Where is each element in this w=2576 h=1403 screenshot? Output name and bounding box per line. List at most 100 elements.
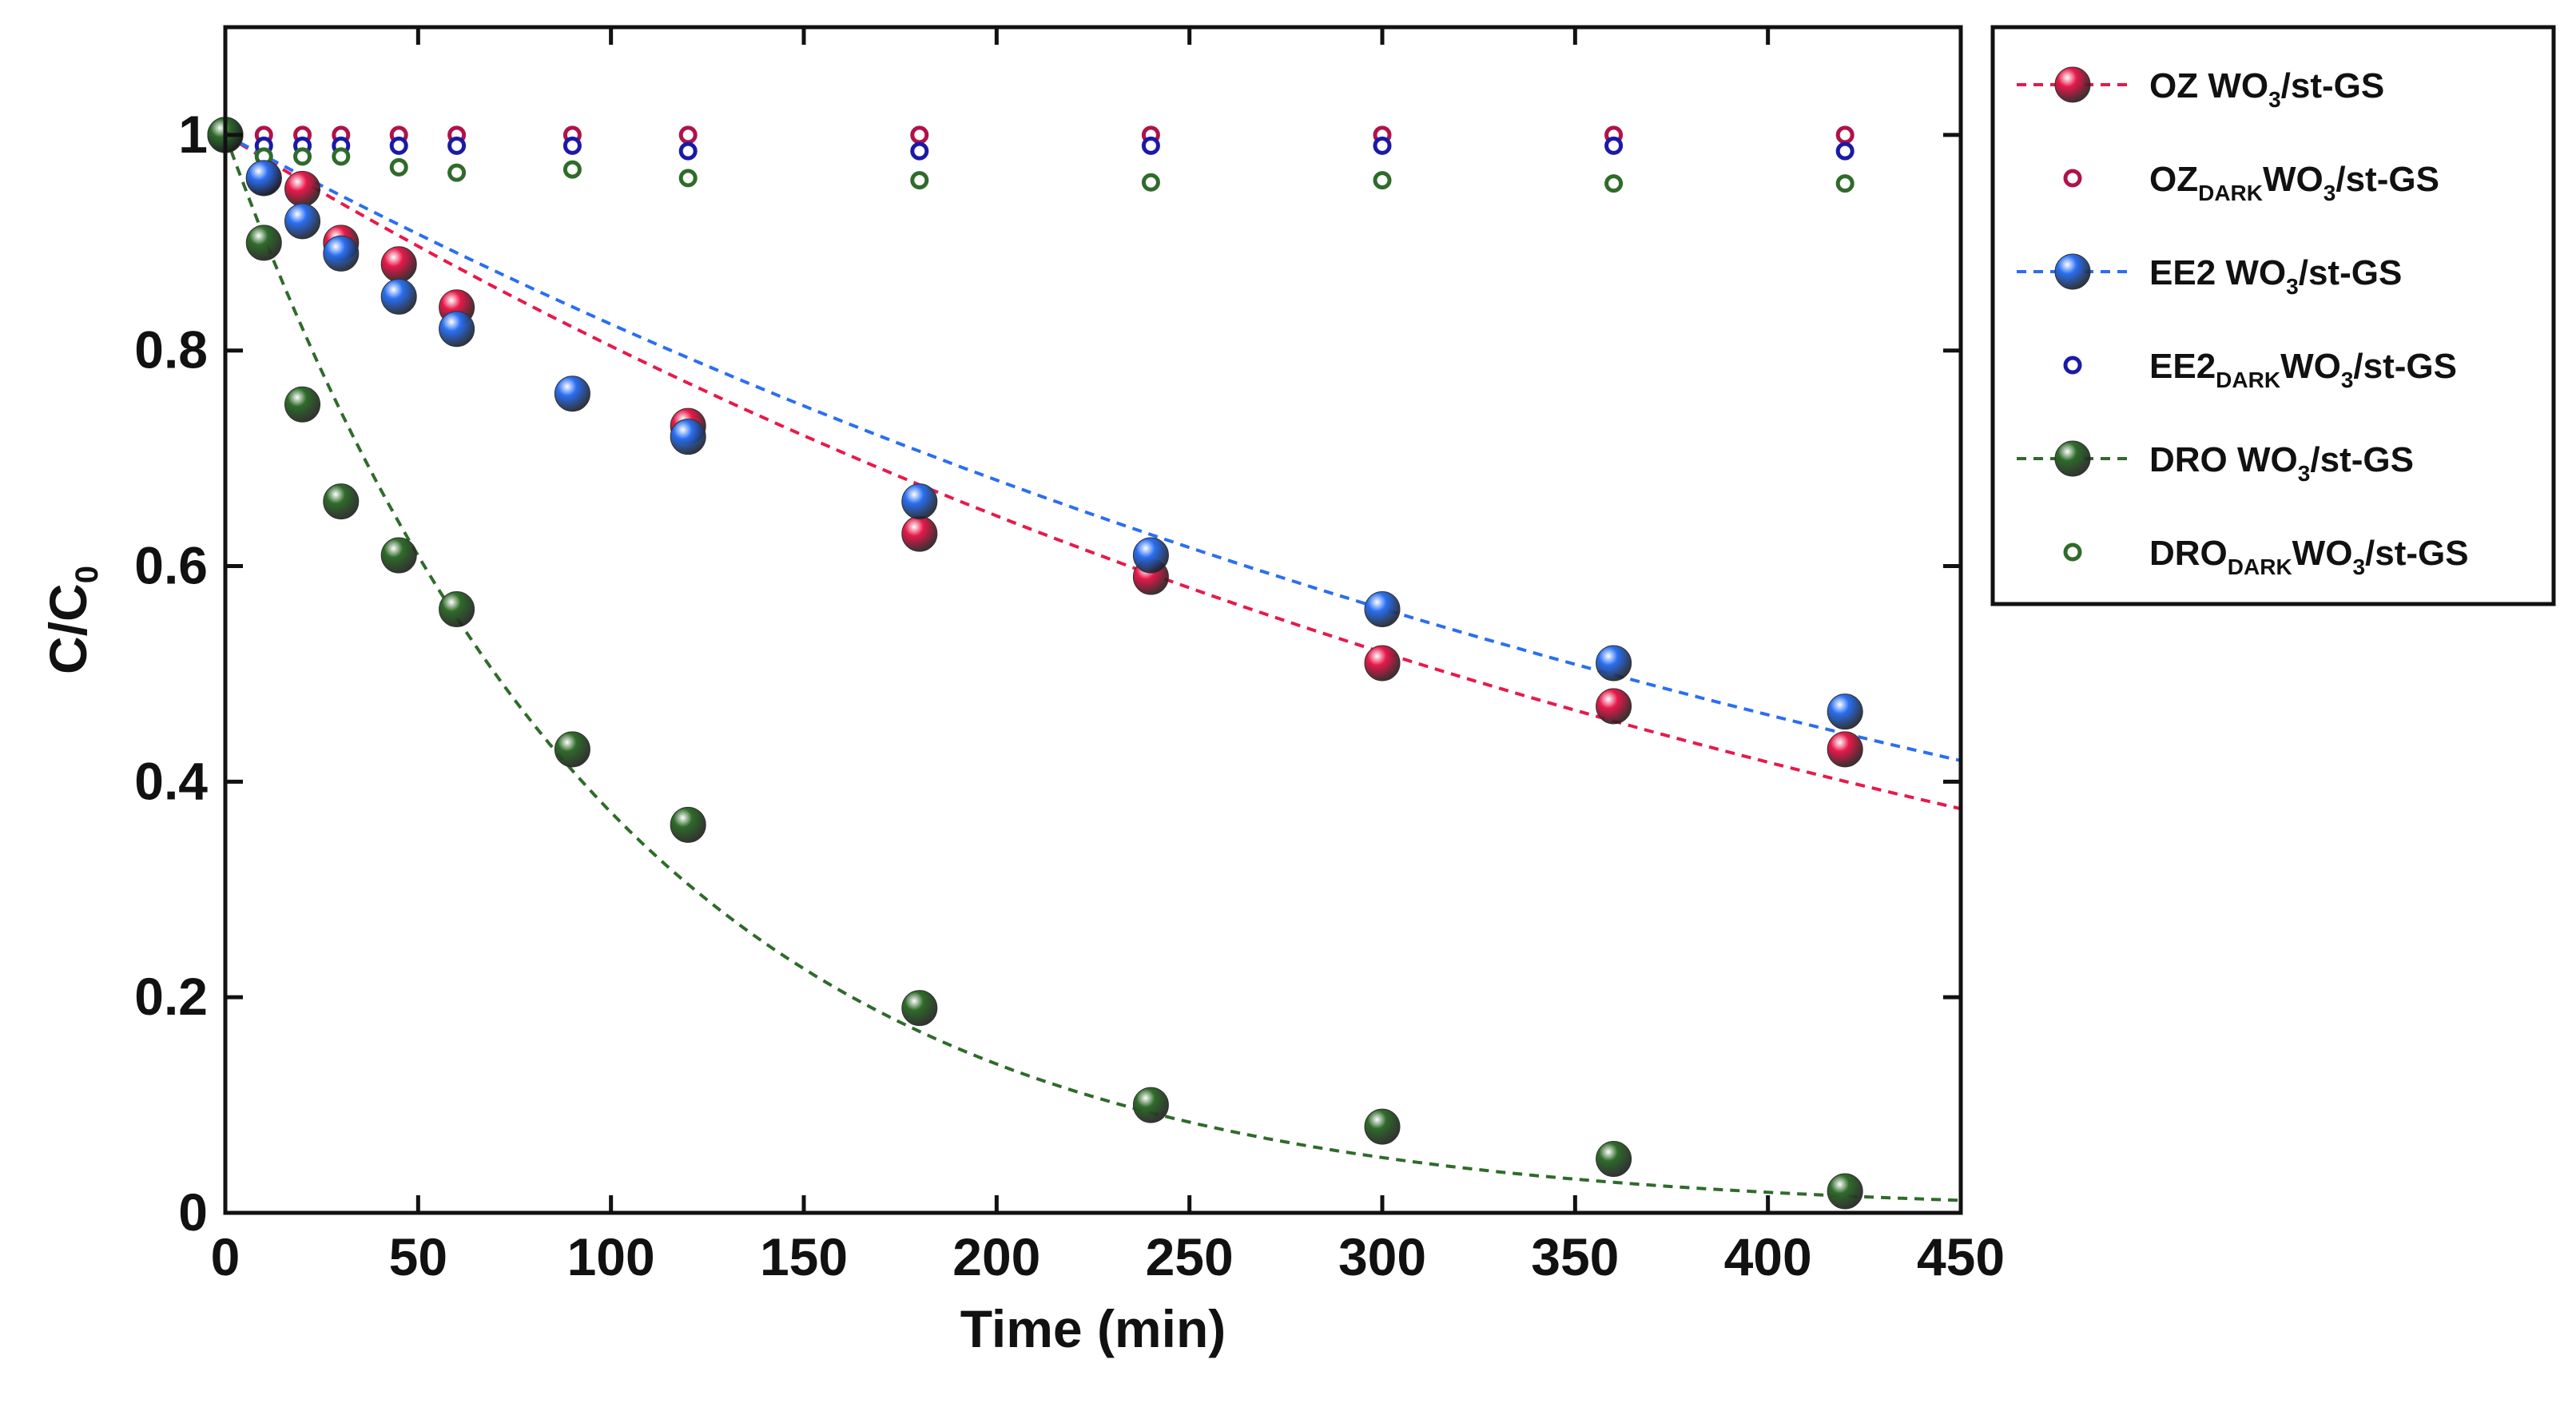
point-ee2-wo3-st-gs: [284, 203, 321, 240]
point-dro-wo3-st-gs: [245, 225, 282, 261]
x-tick-label: 300: [1338, 1227, 1426, 1286]
x-tick-label: 400: [1724, 1227, 1812, 1286]
point-ee2-dark-wo3-st-gs: [1373, 136, 1392, 155]
point-oz-wo3-st-gs: [901, 515, 938, 552]
fit-curve-oz-wo3-st-gs: [224, 133, 1962, 811]
legend-item-ee2-wo3-st-gs: EE2 WO3/st-GS: [2017, 253, 2402, 299]
legend-marker: [2063, 356, 2082, 375]
x-tick-label: 250: [1146, 1227, 1234, 1286]
point-dro-dark-wo3-st-gs: [910, 171, 929, 190]
x-axis-label: Time (min): [960, 1299, 1226, 1358]
point-dro-wo3-st-gs: [554, 731, 590, 768]
point-oz-wo3-st-gs: [1596, 688, 1632, 725]
legend-item-oz-dark-wo3-st-gs: OZDARKWO3/st-GS: [2063, 160, 2439, 205]
fit-curves: [224, 133, 1962, 1202]
point-oz-wo3-st-gs: [1364, 645, 1401, 682]
legend-label: EE2DARKWO3/st-GS: [2149, 347, 2457, 392]
point-dro-wo3-st-gs: [439, 591, 475, 628]
legend-box: [1990, 25, 2556, 606]
legend-item-ee2-dark-wo3-st-gs: EE2DARKWO3/st-GS: [2063, 347, 2457, 392]
point-dro-dark-wo3-st-gs: [678, 169, 698, 188]
point-ee2-dark-wo3-st-gs: [447, 136, 467, 155]
point-dro-dark-wo3-st-gs: [1373, 171, 1392, 190]
point-oz-wo3-st-gs: [380, 246, 417, 283]
axis-ticks: [223, 27, 1963, 1215]
point-dro-wo3-st-gs: [323, 483, 360, 520]
y-axis-label: C/C0: [38, 566, 105, 674]
point-oz-dark-wo3-st-gs: [910, 125, 929, 145]
point-dro-dark-wo3-st-gs: [447, 163, 467, 182]
x-tick-label: 100: [567, 1227, 655, 1286]
point-ee2-dark-wo3-st-gs: [678, 141, 698, 161]
y-tick-label: 0.8: [134, 320, 208, 380]
point-ee2-wo3-st-gs: [245, 160, 282, 197]
point-dro-dark-wo3-st-gs: [1141, 173, 1160, 192]
legend-marker: [2063, 543, 2082, 562]
point-dro-dark-wo3-st-gs: [1604, 174, 1624, 193]
point-oz-dark-wo3-st-gs: [1835, 125, 1854, 145]
point-dro-wo3-st-gs: [1132, 1087, 1169, 1123]
point-ee2-wo3-st-gs: [1364, 591, 1401, 628]
point-ee2-dark-wo3-st-gs: [910, 141, 929, 161]
x-tick-label: 350: [1531, 1227, 1619, 1286]
point-ee2-dark-wo3-st-gs: [1141, 136, 1160, 155]
y-tick-label: 0: [178, 1182, 208, 1242]
plot-area-frame: [223, 25, 1963, 1215]
point-dro-wo3-st-gs: [1364, 1108, 1401, 1145]
data-points: [207, 117, 1863, 1210]
point-ee2-wo3-st-gs: [439, 311, 475, 348]
point-oz-wo3-st-gs: [1827, 731, 1863, 768]
point-dro-dark-wo3-st-gs: [293, 147, 312, 166]
point-ee2-wo3-st-gs: [554, 376, 590, 412]
point-ee2-dark-wo3-st-gs: [1604, 136, 1624, 155]
point-dro-dark-wo3-st-gs: [389, 157, 408, 177]
x-tick-label: 150: [760, 1227, 848, 1286]
point-ee2-wo3-st-gs: [901, 483, 938, 520]
legend: OZ WO3/st-GS OZDARKWO3/st-GS EE2 WO3/st-GS…: [1990, 25, 2556, 606]
legend-label: EE2 WO3/st-GS: [2149, 253, 2402, 299]
point-dro-wo3-st-gs: [380, 537, 417, 574]
legend-label: DRO WO3/st-GS: [2149, 440, 2414, 486]
point-dro-dark-wo3-st-gs: [1835, 174, 1854, 193]
fit-curve-ee2-wo3-st-gs: [225, 133, 1962, 762]
legend-item-dro-dark-wo3-st-gs: DRODARKWO3/st-GS: [2063, 534, 2469, 579]
x-tick-label: 200: [952, 1227, 1040, 1286]
axis-tick-labels: 0 50 100 150 200 250 300 350 400 450 0 0.2 0.4 0.6 0.8…: [134, 105, 2005, 1286]
y-tick-label: 0.4: [134, 751, 208, 810]
y-tick-label: 0.2: [134, 967, 208, 1026]
x-tick-label: 0: [211, 1227, 241, 1286]
x-tick-label: 50: [389, 1227, 447, 1286]
point-ee2-wo3-st-gs: [670, 419, 706, 455]
point-ee2-wo3-st-gs: [323, 235, 360, 272]
legend-marker: [2054, 440, 2091, 477]
legend-item-oz-wo3-st-gs: OZ WO3/st-GS: [2017, 66, 2384, 112]
point-dro-wo3-st-gs: [901, 990, 938, 1027]
point-ee2-wo3-st-gs: [1827, 694, 1863, 730]
legend-marker: [2063, 169, 2082, 188]
point-ee2-wo3-st-gs: [380, 278, 417, 315]
point-oz-dark-wo3-st-gs: [678, 125, 698, 145]
y-axis-label-main: C/C: [38, 583, 97, 674]
point-dro-wo3-st-gs: [284, 386, 321, 423]
legend-marker: [2054, 253, 2091, 290]
legend-label: OZDARKWO3/st-GS: [2149, 160, 2439, 205]
point-dro-wo3-st-gs: [1827, 1173, 1863, 1210]
point-dro-dark-wo3-st-gs: [563, 160, 582, 179]
point-ee2-wo3-st-gs: [1132, 537, 1169, 574]
legend-label: OZ WO3/st-GS: [2149, 66, 2384, 112]
legend-label: DRODARKWO3/st-GS: [2149, 534, 2469, 579]
point-ee2-dark-wo3-st-gs: [563, 136, 582, 155]
point-dro-dark-wo3-st-gs: [332, 147, 351, 166]
y-axis-label-sub: 0: [70, 566, 105, 583]
y-tick-label: 1: [178, 105, 208, 164]
y-tick-label: 0.6: [134, 536, 208, 595]
point-ee2-wo3-st-gs: [1596, 645, 1632, 682]
point-ee2-dark-wo3-st-gs: [1835, 141, 1854, 161]
point-dro-wo3-st-gs: [670, 806, 706, 843]
point-ee2-dark-wo3-st-gs: [389, 136, 408, 155]
legend-item-dro-wo3-st-gs: DRO WO3/st-GS: [2017, 440, 2414, 486]
x-tick-label: 450: [1917, 1227, 2005, 1286]
legend-marker: [2054, 66, 2091, 103]
point-dro-wo3-st-gs: [1596, 1141, 1632, 1178]
